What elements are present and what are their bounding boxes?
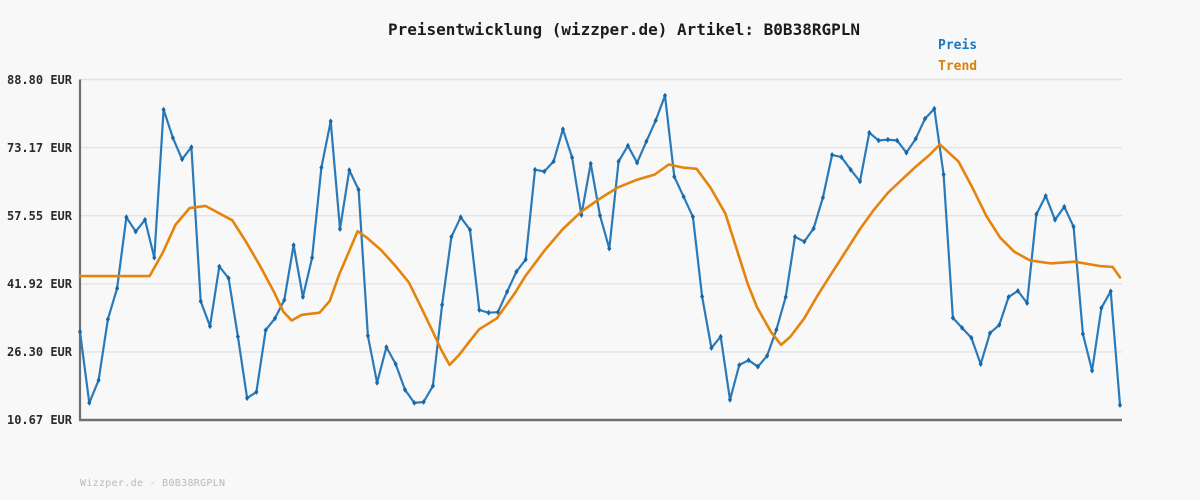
chart-title: Preisentwicklung (wizzper.de) Artikel: B… [387, 20, 860, 39]
watermark: Wizzper.de - B0B38RGPLN [80, 478, 226, 489]
y-axis-tick-label: 26.30 EUR [6, 345, 72, 359]
y-axis-tick-label: 10.67 EUR [6, 413, 72, 427]
y-axis-tick-label: 88.80 EUR [6, 73, 72, 87]
y-axis-tick-label: 41.92 EUR [6, 277, 72, 291]
legend-item-preis: Preis [938, 38, 978, 53]
y-axis-tick-label: 57.55 EUR [6, 209, 72, 223]
y-axis-tick-label: 73.17 EUR [6, 141, 72, 155]
legend-item-trend: Trend [938, 59, 978, 74]
